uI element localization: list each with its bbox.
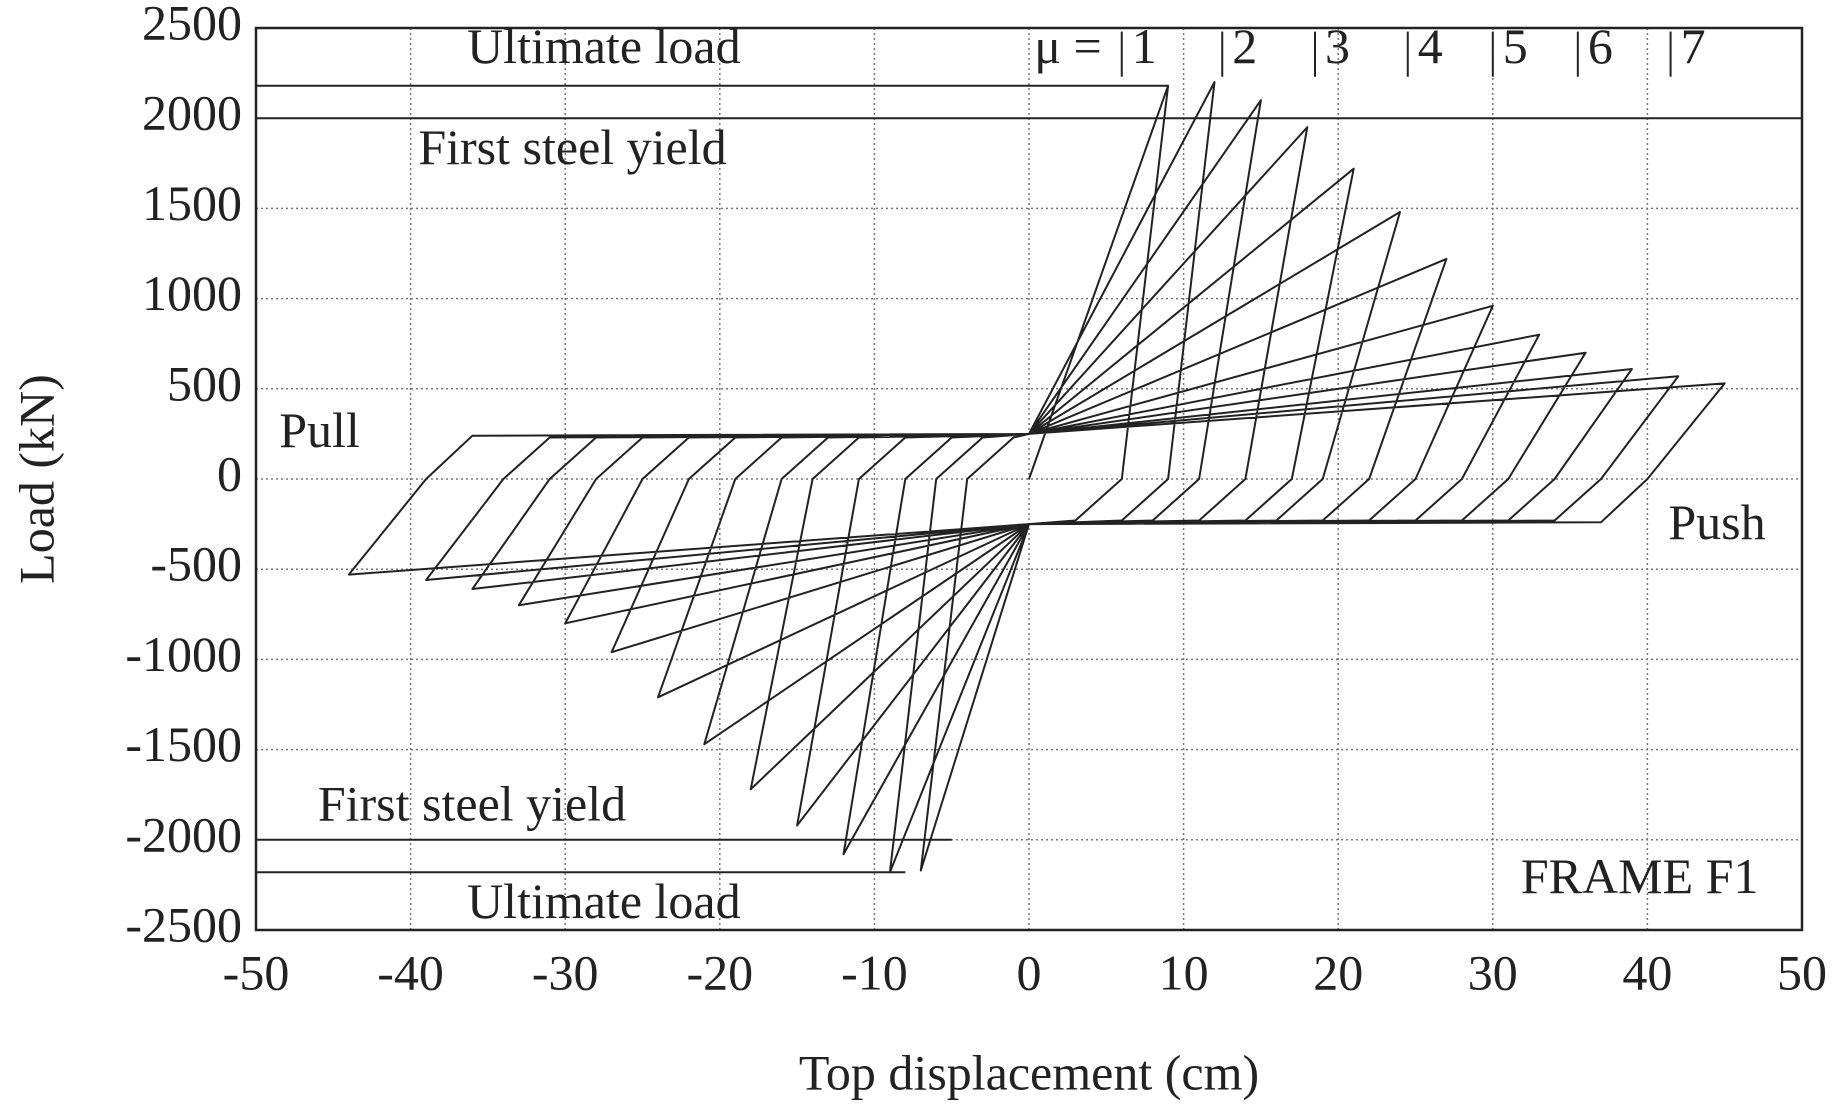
ductility-value: 4 xyxy=(1418,18,1443,74)
x-tick-label: -20 xyxy=(686,944,753,1000)
annotation: FRAME F1 xyxy=(1521,848,1759,904)
y-tick-label: -2000 xyxy=(125,806,242,862)
x-tick-label: 40 xyxy=(1622,944,1672,1000)
ductility-value: 3 xyxy=(1325,18,1350,74)
annotation: Pull xyxy=(279,402,360,458)
x-tick-label: 50 xyxy=(1777,944,1827,1000)
y-tick-label: 500 xyxy=(167,355,242,411)
y-tick-label: -1500 xyxy=(125,716,242,772)
ductility-value: 7 xyxy=(1681,18,1706,74)
reference-label: Ultimate load xyxy=(467,873,741,929)
reference-label: First steel yield xyxy=(418,119,726,175)
x-tick-label: 10 xyxy=(1159,944,1209,1000)
y-tick-label: -1000 xyxy=(125,626,242,682)
ductility-value: 1 xyxy=(1132,18,1157,74)
reference-label: First steel yield xyxy=(318,776,626,832)
x-tick-label: 0 xyxy=(1017,944,1042,1000)
y-tick-label: -2500 xyxy=(125,896,242,952)
ductility-label: μ = xyxy=(1034,18,1102,74)
plot-frame xyxy=(254,26,1804,932)
y-tick-label: 2500 xyxy=(142,0,242,50)
x-tick-label: 20 xyxy=(1313,944,1363,1000)
y-tick-label: 1000 xyxy=(142,265,242,321)
x-tick-label: 30 xyxy=(1468,944,1518,1000)
y-tick-label: 0 xyxy=(217,445,242,501)
x-axis-title: Top displacement (cm) xyxy=(799,1044,1259,1100)
ductility-value: 5 xyxy=(1503,18,1528,74)
x-tick-label: -40 xyxy=(377,944,444,1000)
x-tick-label: -50 xyxy=(223,944,290,1000)
y-tick-label: 2000 xyxy=(142,85,242,141)
x-tick-label: -10 xyxy=(841,944,908,1000)
x-tick-label: -30 xyxy=(532,944,599,1000)
y-axis-title: Load (kN) xyxy=(8,374,64,584)
hysteresis-line xyxy=(347,81,1726,874)
y-tick-label: 1500 xyxy=(142,175,242,231)
reference-label: Ultimate load xyxy=(467,18,741,74)
y-tick-label: -500 xyxy=(150,536,242,592)
ductility-value: 2 xyxy=(1232,18,1257,74)
annotation: Push xyxy=(1668,494,1765,550)
ductility-value: 6 xyxy=(1588,18,1613,74)
